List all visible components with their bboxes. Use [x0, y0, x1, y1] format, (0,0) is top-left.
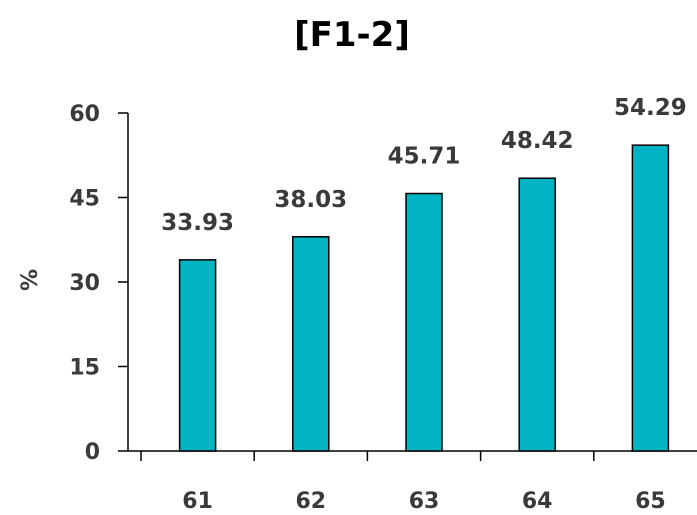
y-tick-label: 0 [85, 440, 100, 465]
bar-63 [405, 192, 443, 452]
data-label-65: 54.29 [614, 95, 687, 121]
bar-62 [292, 236, 330, 452]
y-tick-label: 15 [69, 356, 100, 381]
x-tick-label: 61 [182, 489, 213, 514]
y-axis-ticks: 0 15 30 45 60 [69, 102, 128, 465]
bars [178, 144, 670, 452]
data-label-63: 45.71 [388, 144, 461, 170]
y-tick-label: 60 [69, 102, 100, 127]
y-tick-label: 30 [69, 271, 100, 296]
data-label-61: 33.93 [161, 210, 234, 236]
bar-61 [178, 259, 217, 452]
bar-64 [518, 177, 556, 452]
x-tick-label: 65 [635, 489, 666, 514]
bar-65 [631, 144, 670, 452]
x-tick-label: 64 [522, 489, 553, 514]
y-axis-label: % [18, 269, 43, 291]
x-tick-label: 63 [409, 489, 440, 514]
data-label-62: 38.03 [274, 187, 347, 213]
data-labels: 33.93 38.03 45.71 48.42 54.29 [161, 95, 687, 236]
chart-title: [F1-2] [294, 15, 410, 55]
data-label-64: 48.42 [501, 128, 574, 154]
x-tick-label: 62 [295, 489, 326, 514]
y-tick-label: 45 [69, 187, 100, 212]
x-axis-ticks: 61 62 63 64 65 [140, 451, 666, 514]
